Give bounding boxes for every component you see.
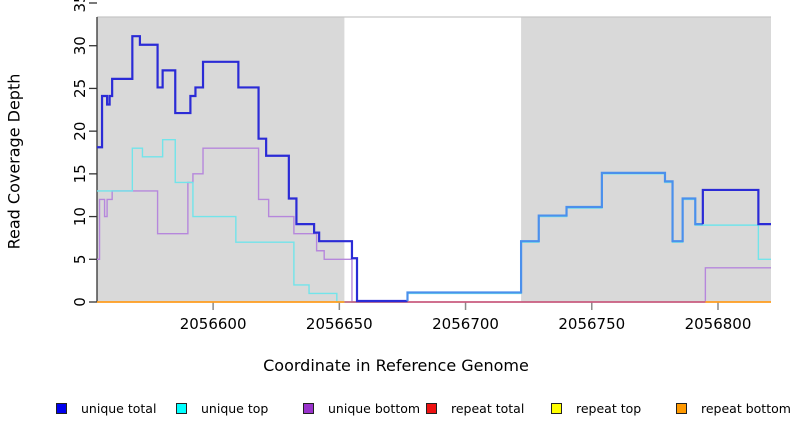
shaded-region	[97, 17, 345, 302]
legend: unique total unique top unique bottom repea…	[0, 399, 792, 425]
y-tick-label: 20	[71, 122, 89, 141]
y-tick-label: 15	[71, 164, 89, 183]
y-tick-label: 35	[71, 0, 89, 13]
y-tick-label: 30	[71, 36, 89, 55]
x-axis-label: Coordinate in Reference Genome	[263, 356, 529, 375]
legend-swatch-icon	[676, 402, 687, 414]
y-tick-label: 10	[71, 207, 89, 226]
series-unique-total	[406, 171, 703, 301]
series-unique-total	[701, 188, 771, 226]
x-tick-label: 2056650	[306, 315, 373, 333]
legend-label: repeat top	[576, 400, 642, 416]
legend-swatch-icon	[56, 402, 67, 414]
legend-swatch-icon	[426, 402, 437, 414]
legend-label: repeat bottom	[701, 400, 791, 416]
legend-entry-unique-total: unique total	[56, 399, 156, 417]
legend-label: repeat total	[451, 400, 525, 416]
series-unique-total	[97, 35, 408, 303]
legend-entry-unique-top: unique top	[176, 399, 268, 417]
legend-label: unique total	[81, 400, 157, 416]
x-tick-label: 2056600	[180, 315, 247, 333]
x-tick-label: 2056750	[558, 315, 625, 333]
y-axis-label: Read Coverage Depth	[4, 73, 24, 250]
y-tick-label: 5	[71, 255, 89, 265]
x-tick-label: 2056700	[432, 315, 499, 333]
legend-entry-repeat-top: repeat top	[551, 399, 641, 417]
legend-entry-unique-bottom: unique bottom	[303, 399, 420, 417]
legend-entry-repeat-total: repeat total	[426, 399, 524, 417]
shaded-region	[521, 17, 771, 302]
legend-entry-repeat-bottom: repeat bottom	[676, 399, 791, 417]
legend-swatch-icon	[303, 402, 314, 414]
legend-label: unique top	[201, 400, 269, 416]
series-unique-bottom	[97, 147, 771, 303]
plot-svg: 0 5 10 15 20 25 30 35 2056600 2056650 2056700 20567…	[71, 0, 771, 333]
y-tick-label: 25	[71, 79, 89, 98]
y-tick-label: 0	[71, 297, 89, 307]
legend-swatch-icon	[176, 402, 187, 414]
legend-label: unique bottom	[328, 400, 421, 416]
x-tick-label: 2056800	[685, 315, 752, 333]
legend-swatch-icon	[551, 402, 562, 414]
